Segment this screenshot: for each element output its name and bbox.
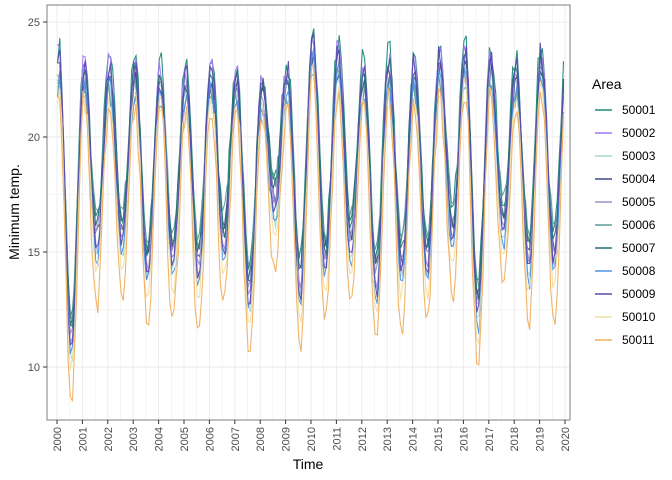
series-line-50011 (57, 64, 565, 402)
x-tick-label: 2019 (535, 427, 547, 451)
x-tick-label: 2004 (154, 427, 166, 451)
y-tick-label: 10 (28, 362, 40, 374)
legend-label-50008: 50008 (622, 264, 656, 278)
legend-label-50007: 50007 (622, 241, 656, 255)
legend-title: Area (592, 76, 622, 92)
x-axis: 2000 2001 2002 2003 2004 2005 2006 2007 2008 2009… (52, 420, 572, 451)
x-tick-label: 2020 (560, 427, 572, 451)
legend-label-50002: 50002 (622, 126, 656, 140)
x-tick-label: 2002 (103, 427, 115, 451)
x-tick-label: 2015 (433, 427, 445, 451)
y-axis: 10 15 20 25 (28, 17, 47, 374)
y-tick-label: 20 (28, 132, 40, 144)
legend-label-50011: 50011 (622, 333, 655, 347)
legend-label-50009: 50009 (622, 287, 656, 301)
x-tick-label: 2009 (281, 427, 293, 451)
x-tick-label: 2016 (458, 427, 470, 451)
legend-label-50006: 50006 (622, 218, 656, 232)
legend-label-50005: 50005 (622, 195, 656, 209)
x-tick-label: 2017 (484, 427, 496, 451)
series-line-50009 (57, 31, 565, 347)
y-axis-title: Minimum temp. (6, 164, 22, 260)
x-tick-label: 2014 (408, 427, 420, 451)
x-tick-label: 2013 (382, 427, 394, 451)
x-tick-label: 2012 (357, 427, 369, 451)
x-tick-label: 2006 (204, 427, 216, 451)
x-tick-label: 2008 (255, 427, 267, 451)
legend-label-50004: 50004 (622, 172, 656, 186)
series-lines (57, 28, 565, 402)
y-tick-label: 15 (28, 247, 40, 259)
x-tick-label: 2005 (179, 427, 191, 451)
legend: Area 50001 50002 50003 50004 50005 50006 50007… (592, 76, 656, 347)
legend-label-50001: 50001 (622, 103, 656, 117)
x-tick-label: 2003 (128, 427, 140, 451)
x-tick-label: 2001 (77, 427, 89, 451)
y-tick-label: 25 (28, 17, 40, 29)
legend-label-50003: 50003 (622, 149, 656, 163)
x-tick-label: 2010 (306, 427, 318, 451)
x-tick-label: 2000 (52, 427, 64, 451)
x-tick-label: 2018 (509, 427, 521, 451)
legend-label-50010: 50010 (622, 310, 656, 324)
x-tick-label: 2011 (331, 427, 343, 451)
x-tick-label: 2007 (230, 427, 242, 451)
panel-border (46, 4, 571, 421)
x-axis-title: Time (293, 456, 324, 472)
